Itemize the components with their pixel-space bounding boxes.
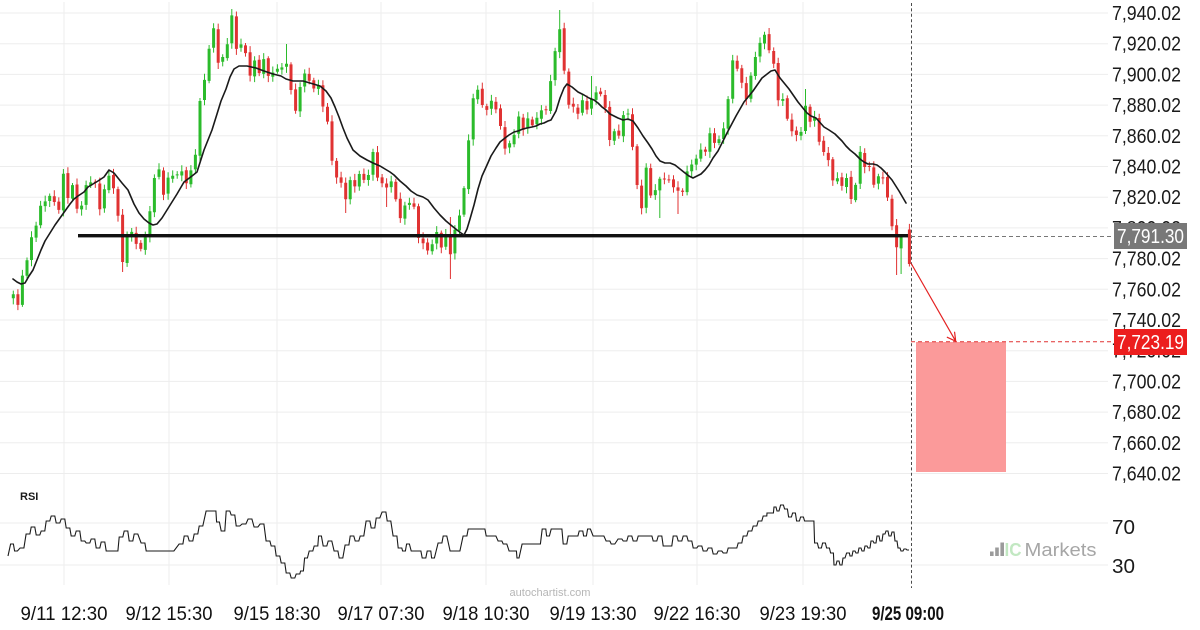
svg-text:9/15 18:30: 9/15 18:30 xyxy=(234,604,321,625)
svg-text:7,820.02: 7,820.02 xyxy=(1112,187,1181,209)
svg-text:7,880.02: 7,880.02 xyxy=(1112,95,1181,117)
svg-text:7,723.19: 7,723.19 xyxy=(1117,332,1184,354)
svg-text:7,700.02: 7,700.02 xyxy=(1112,371,1181,393)
svg-text:30: 30 xyxy=(1112,556,1135,578)
svg-text:7,860.02: 7,860.02 xyxy=(1112,126,1181,148)
svg-text:7,660.02: 7,660.02 xyxy=(1112,433,1181,455)
svg-text:9/17 07:30: 9/17 07:30 xyxy=(338,604,425,625)
svg-text:9/22 16:30: 9/22 16:30 xyxy=(654,604,741,625)
svg-text:Markets: Markets xyxy=(1025,539,1097,560)
svg-text:7,680.02: 7,680.02 xyxy=(1112,402,1181,424)
svg-text:7,780.02: 7,780.02 xyxy=(1112,249,1181,271)
svg-text:9/23 19:30: 9/23 19:30 xyxy=(760,604,847,625)
svg-text:7,760.02: 7,760.02 xyxy=(1112,279,1181,301)
svg-text:70: 70 xyxy=(1112,517,1135,539)
svg-text:IC: IC xyxy=(1005,539,1022,560)
svg-text:9/12 15:30: 9/12 15:30 xyxy=(126,604,213,625)
svg-text:9/11 12:30: 9/11 12:30 xyxy=(21,604,108,625)
svg-text:7,740.02: 7,740.02 xyxy=(1112,310,1181,332)
svg-text:7,640.02: 7,640.02 xyxy=(1112,464,1181,486)
svg-text:7,840.02: 7,840.02 xyxy=(1112,157,1181,179)
svg-text:9/18 10:30: 9/18 10:30 xyxy=(443,604,530,625)
svg-text:RSI: RSI xyxy=(20,491,38,503)
svg-text:9/19 13:30: 9/19 13:30 xyxy=(550,604,637,625)
svg-text:7,920.02: 7,920.02 xyxy=(1112,34,1181,56)
svg-text:autochartist.com: autochartist.com xyxy=(510,587,591,599)
svg-text:9/25 09:00: 9/25 09:00 xyxy=(872,604,944,625)
svg-text:7,791.30: 7,791.30 xyxy=(1117,226,1184,248)
svg-text:7,940.02: 7,940.02 xyxy=(1112,3,1181,25)
svg-text:7,900.02: 7,900.02 xyxy=(1112,64,1181,86)
